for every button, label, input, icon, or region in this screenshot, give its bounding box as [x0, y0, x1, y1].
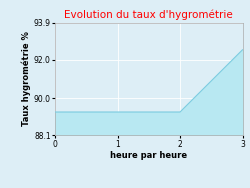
Y-axis label: Taux hygrométrie %: Taux hygrométrie % [22, 32, 31, 126]
X-axis label: heure par heure: heure par heure [110, 151, 187, 160]
Title: Evolution du taux d'hygrométrie: Evolution du taux d'hygrométrie [64, 10, 233, 20]
